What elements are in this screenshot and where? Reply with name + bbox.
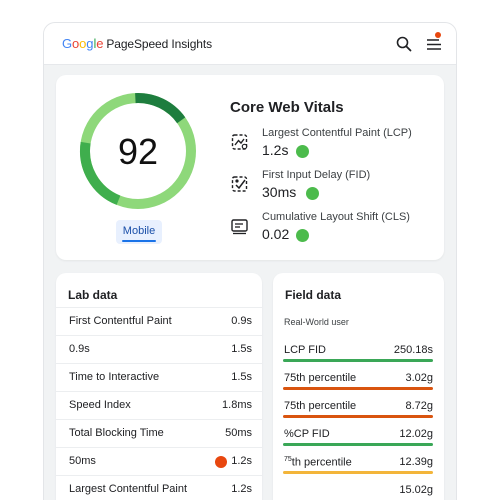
status-good-dot (296, 145, 309, 158)
field-row-label: %CP FID (284, 428, 330, 440)
field-row-value: 12.02g (399, 428, 433, 440)
core-web-vitals-title: Core Web Vitals (230, 99, 344, 116)
field-distribution-bar (283, 471, 433, 474)
lab-row[interactable]: Time to Interactive 1.5s (56, 363, 262, 391)
field-data-subtitle: Real-World user (284, 317, 349, 327)
superscript: 75 (284, 456, 292, 463)
lab-row[interactable]: Speed Index 1.8ms (56, 391, 262, 419)
field-row[interactable]: %CP FID 12.02g (283, 423, 433, 451)
notification-dot (435, 32, 441, 38)
metric-cls-value: 0.02 (262, 226, 290, 242)
field-row-label: LCP FID (284, 344, 326, 356)
field-row[interactable]: 75th percentile 8.72g (283, 395, 433, 423)
pagespeed-logo[interactable]: Google PageSpeed Insights (62, 36, 212, 51)
field-data-title: Field data (285, 288, 342, 302)
google-wordmark: Google (62, 36, 104, 51)
field-distribution-bar (283, 443, 433, 446)
field-row[interactable]: 15.02g (283, 479, 433, 500)
active-tab-indicator (122, 240, 156, 242)
lab-row-value: 0.9s (231, 315, 252, 327)
lab-row-value: 1.5s (231, 371, 252, 383)
lab-row-label: Largest Contentful Paint (69, 483, 188, 495)
metric-cls[interactable]: Cumulative Layout Shift (CLS) 0.02 (230, 211, 440, 247)
field-row-label: 75th percentile (284, 456, 352, 469)
lcp-icon (231, 134, 248, 150)
lab-row-label: First Contentful Paint (69, 315, 172, 327)
fid-icon (231, 176, 248, 192)
lab-row-value: 1.2s (231, 455, 252, 467)
lab-row-label: 50ms (69, 455, 96, 467)
tab-mobile-label: Mobile (122, 225, 156, 237)
field-row-value: 3.02g (405, 372, 433, 384)
lab-data-title: Lab data (68, 288, 118, 302)
metric-fid-label: First Input Delay (FID) (262, 169, 371, 181)
metric-lcp[interactable]: Largest Contentful Paint (LCP) 1.2s (230, 127, 440, 163)
status-poor-dot (215, 456, 227, 468)
lab-row-value: 1.2s (231, 483, 252, 495)
tab-mobile[interactable]: Mobile (116, 220, 162, 244)
field-row-value: 15.02g (399, 484, 433, 496)
field-row[interactable]: LCP FID 250.18s (283, 339, 433, 367)
search-icon[interactable] (394, 34, 414, 54)
lab-row-label: Total Blocking Time (69, 427, 164, 439)
lab-row[interactable]: Total Blocking Time 50ms (56, 419, 262, 447)
metric-cls-label: Cumulative Layout Shift (CLS) (262, 211, 410, 223)
menu-icon[interactable] (424, 34, 444, 54)
field-row-label: 75th percentile (284, 372, 357, 384)
cls-icon (231, 219, 248, 235)
lab-row-value: 1.5s (231, 343, 252, 355)
lab-row-label: Time to Interactive (69, 371, 160, 383)
field-data-card: Field data Real-World user LCP FID 250.1… (273, 273, 444, 500)
metric-lcp-label: Largest Contentful Paint (LCP) (262, 127, 412, 139)
field-distribution-bar (283, 359, 433, 362)
lab-row-label: Speed Index (69, 399, 131, 411)
lab-row[interactable]: Largest Contentful Paint 1.2s (56, 475, 262, 500)
field-row-value: 8.72g (405, 400, 433, 412)
lab-row-value: 1.8ms (222, 399, 252, 411)
app-frame: Google PageSpeed Insights 92 Mobile Core … (43, 22, 457, 500)
performance-score: 92 (117, 131, 159, 172)
lab-row[interactable]: 50ms 1.2s (56, 447, 262, 475)
metric-fid[interactable]: First Input Delay (FID) 30ms (230, 169, 440, 205)
status-good-dot (296, 229, 309, 242)
top-bar: Google PageSpeed Insights (44, 23, 456, 65)
field-distribution-bar (283, 387, 433, 390)
score-gauge (80, 93, 196, 209)
lab-row-label: 0.9s (69, 343, 90, 355)
field-row-value: 250.18s (393, 344, 433, 356)
lab-row-value: 50ms (225, 427, 252, 439)
lab-data-card: Lab data First Contentful Paint 0.9s 0.9… (56, 273, 262, 500)
product-name: PageSpeed Insights (106, 37, 212, 51)
metric-fid-value: 30ms (262, 184, 297, 200)
gauge-arc-dark (135, 93, 186, 124)
field-row-value: 12.39g (399, 456, 433, 468)
field-row-label-text: th percentile (291, 456, 352, 469)
lab-row[interactable]: 0.9s 1.5s (56, 335, 262, 363)
field-row[interactable]: 75th percentile 12.39g (283, 451, 433, 479)
status-good-dot (306, 187, 319, 200)
gauge-arc-mid (80, 141, 121, 205)
field-distribution-bar (283, 415, 433, 418)
field-row-label: 75th percentile (284, 400, 357, 412)
field-row[interactable]: 75th percentile 3.02g (283, 367, 433, 395)
metric-lcp-value: 1.2s (262, 142, 289, 158)
core-web-vitals-card: 92 Mobile Core Web Vitals Largest Conten… (56, 75, 444, 260)
lab-row[interactable]: First Contentful Paint 0.9s (56, 307, 262, 335)
